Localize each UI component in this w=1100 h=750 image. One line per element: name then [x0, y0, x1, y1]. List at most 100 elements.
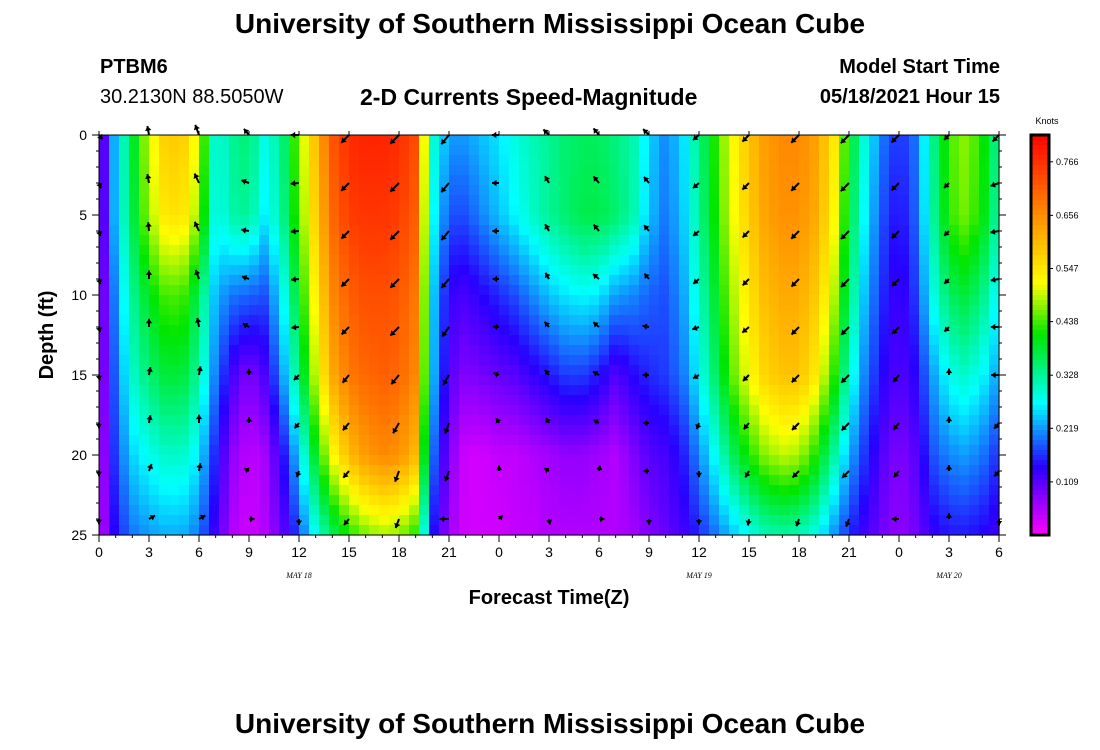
- heatmap-cell: [679, 445, 690, 456]
- heatmap-cell: [479, 195, 490, 206]
- heatmap-cell: [439, 275, 450, 286]
- heatmap-cell: [779, 295, 790, 306]
- heatmap-cell: [599, 285, 610, 296]
- heatmap-cell: [239, 395, 250, 406]
- current-vector-head: [495, 465, 503, 471]
- current-vector-arrow: [195, 317, 202, 328]
- heatmap-cell: [499, 355, 510, 366]
- heatmap-cell: [399, 515, 410, 526]
- current-vector-head: [442, 379, 449, 385]
- heatmap-cell: [929, 485, 940, 496]
- heatmap-cell: [969, 375, 980, 386]
- heatmap-cell: [629, 475, 640, 486]
- heatmap-cell: [569, 135, 580, 146]
- heatmap-cell: [249, 195, 260, 206]
- heatmap-cell: [589, 235, 600, 246]
- current-vector-head: [242, 323, 249, 329]
- heatmap-cell: [149, 145, 160, 156]
- heatmap-cell: [409, 445, 420, 456]
- y-tick-label: 15: [71, 367, 87, 383]
- heatmap-cell: [749, 475, 760, 486]
- heatmap-cell: [159, 155, 170, 166]
- heatmap-cell: [809, 175, 820, 186]
- heatmap-cell: [239, 365, 250, 376]
- heatmap-cell: [839, 225, 850, 236]
- heatmap-cell: [969, 135, 980, 146]
- heatmap-cell: [649, 175, 660, 186]
- heatmap-cell: [509, 375, 520, 386]
- heatmap-cell: [289, 175, 300, 186]
- heatmap-cell: [949, 345, 960, 356]
- heatmap-cell: [339, 505, 350, 516]
- heatmap-cell: [629, 455, 640, 466]
- heatmap-cell: [319, 245, 330, 256]
- heatmap-cell: [989, 375, 1000, 386]
- heatmap-cell: [229, 215, 240, 226]
- heatmap-cell: [269, 485, 280, 496]
- heatmap-cell: [839, 235, 850, 246]
- heatmap-cell: [539, 455, 550, 466]
- heatmap-cell: [539, 165, 550, 176]
- heatmap-cell: [569, 385, 580, 396]
- heatmap-cell: [609, 245, 620, 256]
- heatmap-cell: [659, 445, 670, 456]
- heatmap-cell: [629, 385, 640, 396]
- heatmap-cell: [959, 465, 970, 476]
- current-vector-head: [390, 282, 396, 288]
- heatmap-cell: [929, 425, 940, 436]
- heatmap-cell: [339, 185, 350, 196]
- heatmap-cell: [539, 465, 550, 476]
- heatmap-cell: [729, 315, 740, 326]
- heatmap-cell: [529, 285, 540, 296]
- heatmap-cell: [499, 455, 510, 466]
- heatmap-cell: [719, 495, 730, 506]
- heatmap-cell: [739, 195, 750, 206]
- heatmap-cell: [419, 175, 430, 186]
- heatmap-cell: [779, 445, 790, 456]
- heatmap-cell: [139, 155, 150, 166]
- heatmap-cell: [919, 215, 930, 226]
- heatmap-cell: [939, 415, 950, 426]
- heatmap-cell: [649, 455, 660, 466]
- heatmap-cell: [639, 395, 650, 406]
- heatmap-cell: [269, 245, 280, 256]
- heatmap-cell: [389, 215, 400, 226]
- heatmap-cell: [539, 475, 550, 486]
- heatmap-cell: [779, 475, 790, 486]
- heatmap-cell: [749, 305, 760, 316]
- current-vector-head: [645, 520, 653, 525]
- heatmap-cell: [359, 225, 370, 236]
- heatmap-cell: [569, 155, 580, 166]
- heatmap-cell: [459, 445, 470, 456]
- heatmap-cell: [899, 265, 910, 276]
- heatmap-cell: [459, 305, 470, 316]
- heatmap-cell: [739, 415, 750, 426]
- heatmap-cell: [459, 505, 470, 516]
- current-vector-arrow: [495, 417, 502, 424]
- heatmap-cell: [719, 515, 730, 526]
- heatmap-cell: [489, 315, 500, 326]
- heatmap-cell: [519, 375, 530, 386]
- heatmap-cell: [209, 195, 220, 206]
- heatmap-cell: [319, 505, 330, 516]
- current-vector-arrow: [642, 323, 650, 330]
- heatmap-cell: [849, 325, 860, 336]
- heatmap-cell: [149, 325, 160, 336]
- heatmap-cell: [729, 325, 740, 336]
- heatmap-cell: [189, 185, 200, 196]
- heatmap-cell: [99, 525, 110, 536]
- heatmap-cell: [459, 275, 470, 286]
- heatmap-cell: [99, 235, 110, 246]
- heatmap-cell: [829, 135, 840, 146]
- heatmap-cell: [609, 315, 620, 326]
- heatmap-cell: [529, 505, 540, 516]
- heatmap-cell: [909, 405, 920, 416]
- current-vector-head: [891, 185, 897, 191]
- current-vector-arrow: [741, 134, 750, 143]
- heatmap-cell: [369, 195, 380, 206]
- heatmap-cell: [469, 235, 480, 246]
- heatmap-cell: [189, 525, 200, 536]
- heatmap-cell: [609, 295, 620, 306]
- heatmap-cell: [989, 305, 1000, 316]
- heatmap-cell: [749, 285, 760, 296]
